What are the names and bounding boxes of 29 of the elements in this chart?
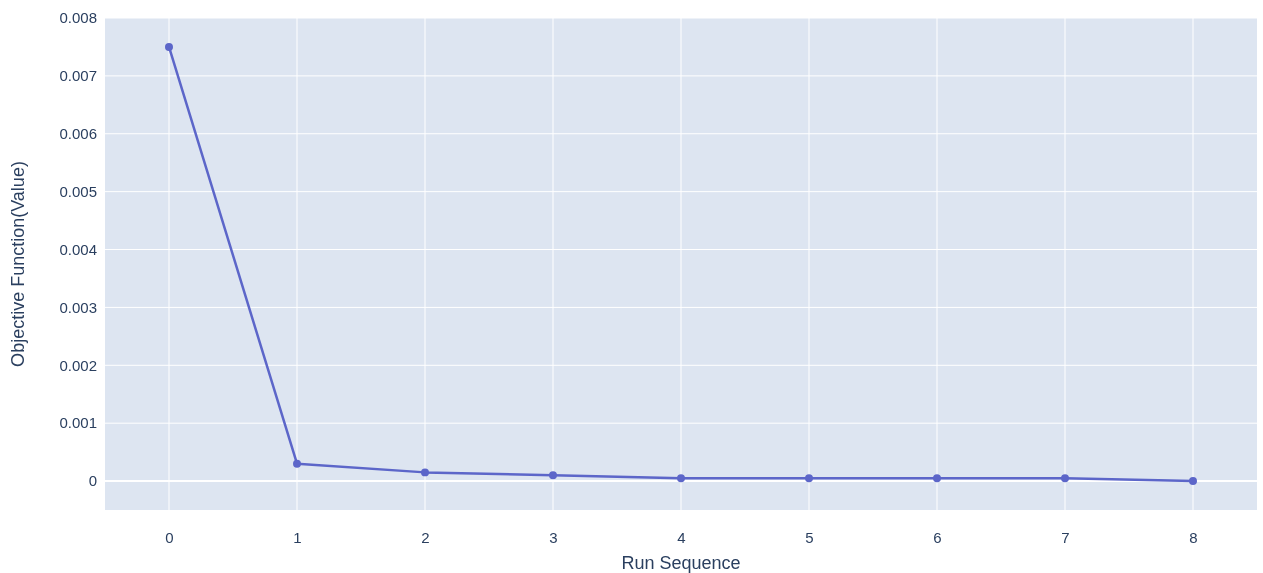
- x-tick-label: 3: [549, 528, 558, 546]
- x-tick-label: 8: [1189, 528, 1198, 546]
- y-tick-label: 0.003: [59, 298, 97, 316]
- point: [933, 474, 941, 483]
- y-tick-label: 0.008: [59, 9, 97, 27]
- x-tick-label: 6: [933, 528, 942, 546]
- y-tick-label: 0.007: [59, 67, 97, 85]
- y-tick-label: 0.006: [59, 125, 97, 143]
- point: [421, 468, 429, 477]
- point: [1061, 474, 1069, 483]
- y-tick-label: 0.005: [59, 182, 97, 200]
- point: [805, 474, 813, 483]
- x-tick-label: 1: [293, 528, 302, 546]
- y-tick-label: 0.001: [59, 414, 97, 432]
- y-tick-label: 0.004: [59, 240, 97, 258]
- y-axis-title: Objective Function(Value): [8, 161, 28, 367]
- point: [1189, 477, 1197, 486]
- y-tick-label: 0: [88, 472, 97, 490]
- x-tick-label: 7: [1061, 528, 1070, 546]
- point: [165, 42, 173, 51]
- x-tick-label: 4: [677, 528, 686, 546]
- x-tick-label: 2: [421, 528, 430, 546]
- y-tick-label: 0.002: [59, 356, 97, 374]
- point: [293, 459, 301, 468]
- x-axis-title: Run Sequence: [621, 553, 741, 573]
- point: [549, 471, 557, 480]
- x-tick-label: 0: [165, 528, 174, 546]
- x-tick-label: 5: [805, 528, 814, 546]
- point: [677, 474, 685, 483]
